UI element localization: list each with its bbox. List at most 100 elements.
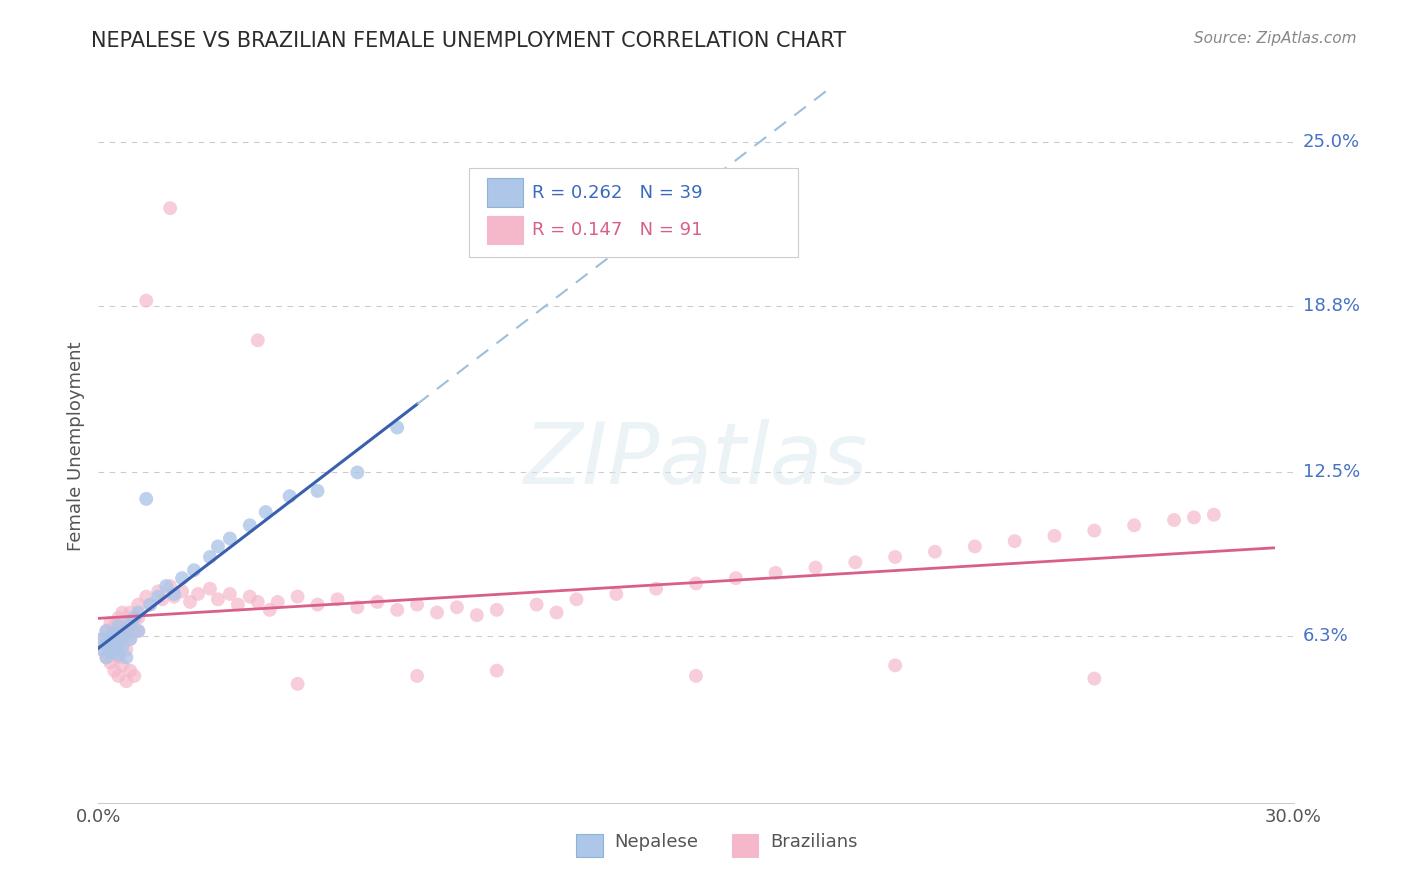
Point <box>163 590 186 604</box>
Text: 12.5%: 12.5% <box>1303 464 1361 482</box>
Point <box>1163 513 1185 527</box>
Point <box>346 600 368 615</box>
Point <box>287 677 309 691</box>
Point <box>111 658 134 673</box>
Point <box>150 592 173 607</box>
Point <box>91 642 114 657</box>
Point <box>120 618 142 632</box>
Point <box>98 629 122 643</box>
Point <box>135 293 157 308</box>
Point <box>1043 529 1066 543</box>
Point <box>172 571 194 585</box>
Point <box>804 560 827 574</box>
Point <box>307 598 329 612</box>
Point <box>124 624 146 638</box>
Point <box>685 576 707 591</box>
Point <box>605 587 627 601</box>
Point <box>1182 510 1205 524</box>
Point <box>127 611 149 625</box>
Point <box>120 616 142 631</box>
Point <box>139 598 162 612</box>
Point <box>103 634 125 648</box>
Point <box>219 587 242 601</box>
Point <box>924 545 946 559</box>
Point <box>103 626 125 640</box>
Point <box>103 664 125 678</box>
Point <box>96 650 118 665</box>
Point <box>155 579 177 593</box>
Point <box>103 642 125 657</box>
Point <box>120 664 142 678</box>
Point <box>124 669 146 683</box>
Point <box>485 664 508 678</box>
Point <box>239 518 262 533</box>
Point <box>98 616 122 631</box>
Point <box>207 592 229 607</box>
Point <box>91 632 114 646</box>
Point <box>107 618 129 632</box>
Point <box>115 650 138 665</box>
Point <box>187 587 209 601</box>
Point <box>465 608 488 623</box>
Point <box>406 598 429 612</box>
Point <box>259 603 281 617</box>
Point <box>1123 518 1146 533</box>
Point <box>565 592 588 607</box>
Point <box>179 595 201 609</box>
Point <box>226 598 249 612</box>
Point <box>91 632 114 646</box>
Point <box>246 595 269 609</box>
Point <box>115 674 138 689</box>
Point <box>127 598 149 612</box>
Point <box>1202 508 1225 522</box>
Point <box>148 590 170 604</box>
Point <box>385 603 409 617</box>
Point <box>107 648 129 662</box>
Point <box>120 632 142 646</box>
Point <box>98 656 122 670</box>
Point <box>485 603 508 617</box>
Point <box>107 650 129 665</box>
Point <box>103 645 125 659</box>
Point <box>135 491 157 506</box>
Point <box>115 642 138 657</box>
Point <box>111 629 134 643</box>
Point <box>685 669 707 683</box>
Point <box>96 624 118 638</box>
Point <box>111 637 134 651</box>
Point <box>366 595 388 609</box>
Point <box>287 590 309 604</box>
Text: 6.3%: 6.3% <box>1303 627 1348 645</box>
Point <box>963 540 986 554</box>
Point <box>111 640 134 654</box>
Point <box>127 606 149 620</box>
Point <box>844 555 866 569</box>
Point <box>111 621 134 635</box>
Point <box>326 592 349 607</box>
Text: Brazilians: Brazilians <box>770 833 858 851</box>
Point <box>148 584 170 599</box>
Point <box>406 669 429 683</box>
Point <box>111 606 134 620</box>
Point <box>159 579 181 593</box>
Point <box>163 587 186 601</box>
Point <box>1083 672 1105 686</box>
Point <box>139 598 162 612</box>
Point <box>96 650 118 665</box>
Point <box>135 590 157 604</box>
Point <box>127 624 149 638</box>
Point <box>96 637 118 651</box>
Point <box>254 505 277 519</box>
Text: Nepalese: Nepalese <box>614 833 699 851</box>
Point <box>526 598 548 612</box>
Point <box>107 611 129 625</box>
Point <box>446 600 468 615</box>
Text: 18.8%: 18.8% <box>1303 297 1360 315</box>
Point <box>267 595 290 609</box>
Point <box>107 669 129 683</box>
Point <box>98 642 122 657</box>
Point <box>246 333 269 347</box>
Bar <box>576 834 603 857</box>
Point <box>219 532 242 546</box>
Text: Source: ZipAtlas.com: Source: ZipAtlas.com <box>1194 31 1357 46</box>
